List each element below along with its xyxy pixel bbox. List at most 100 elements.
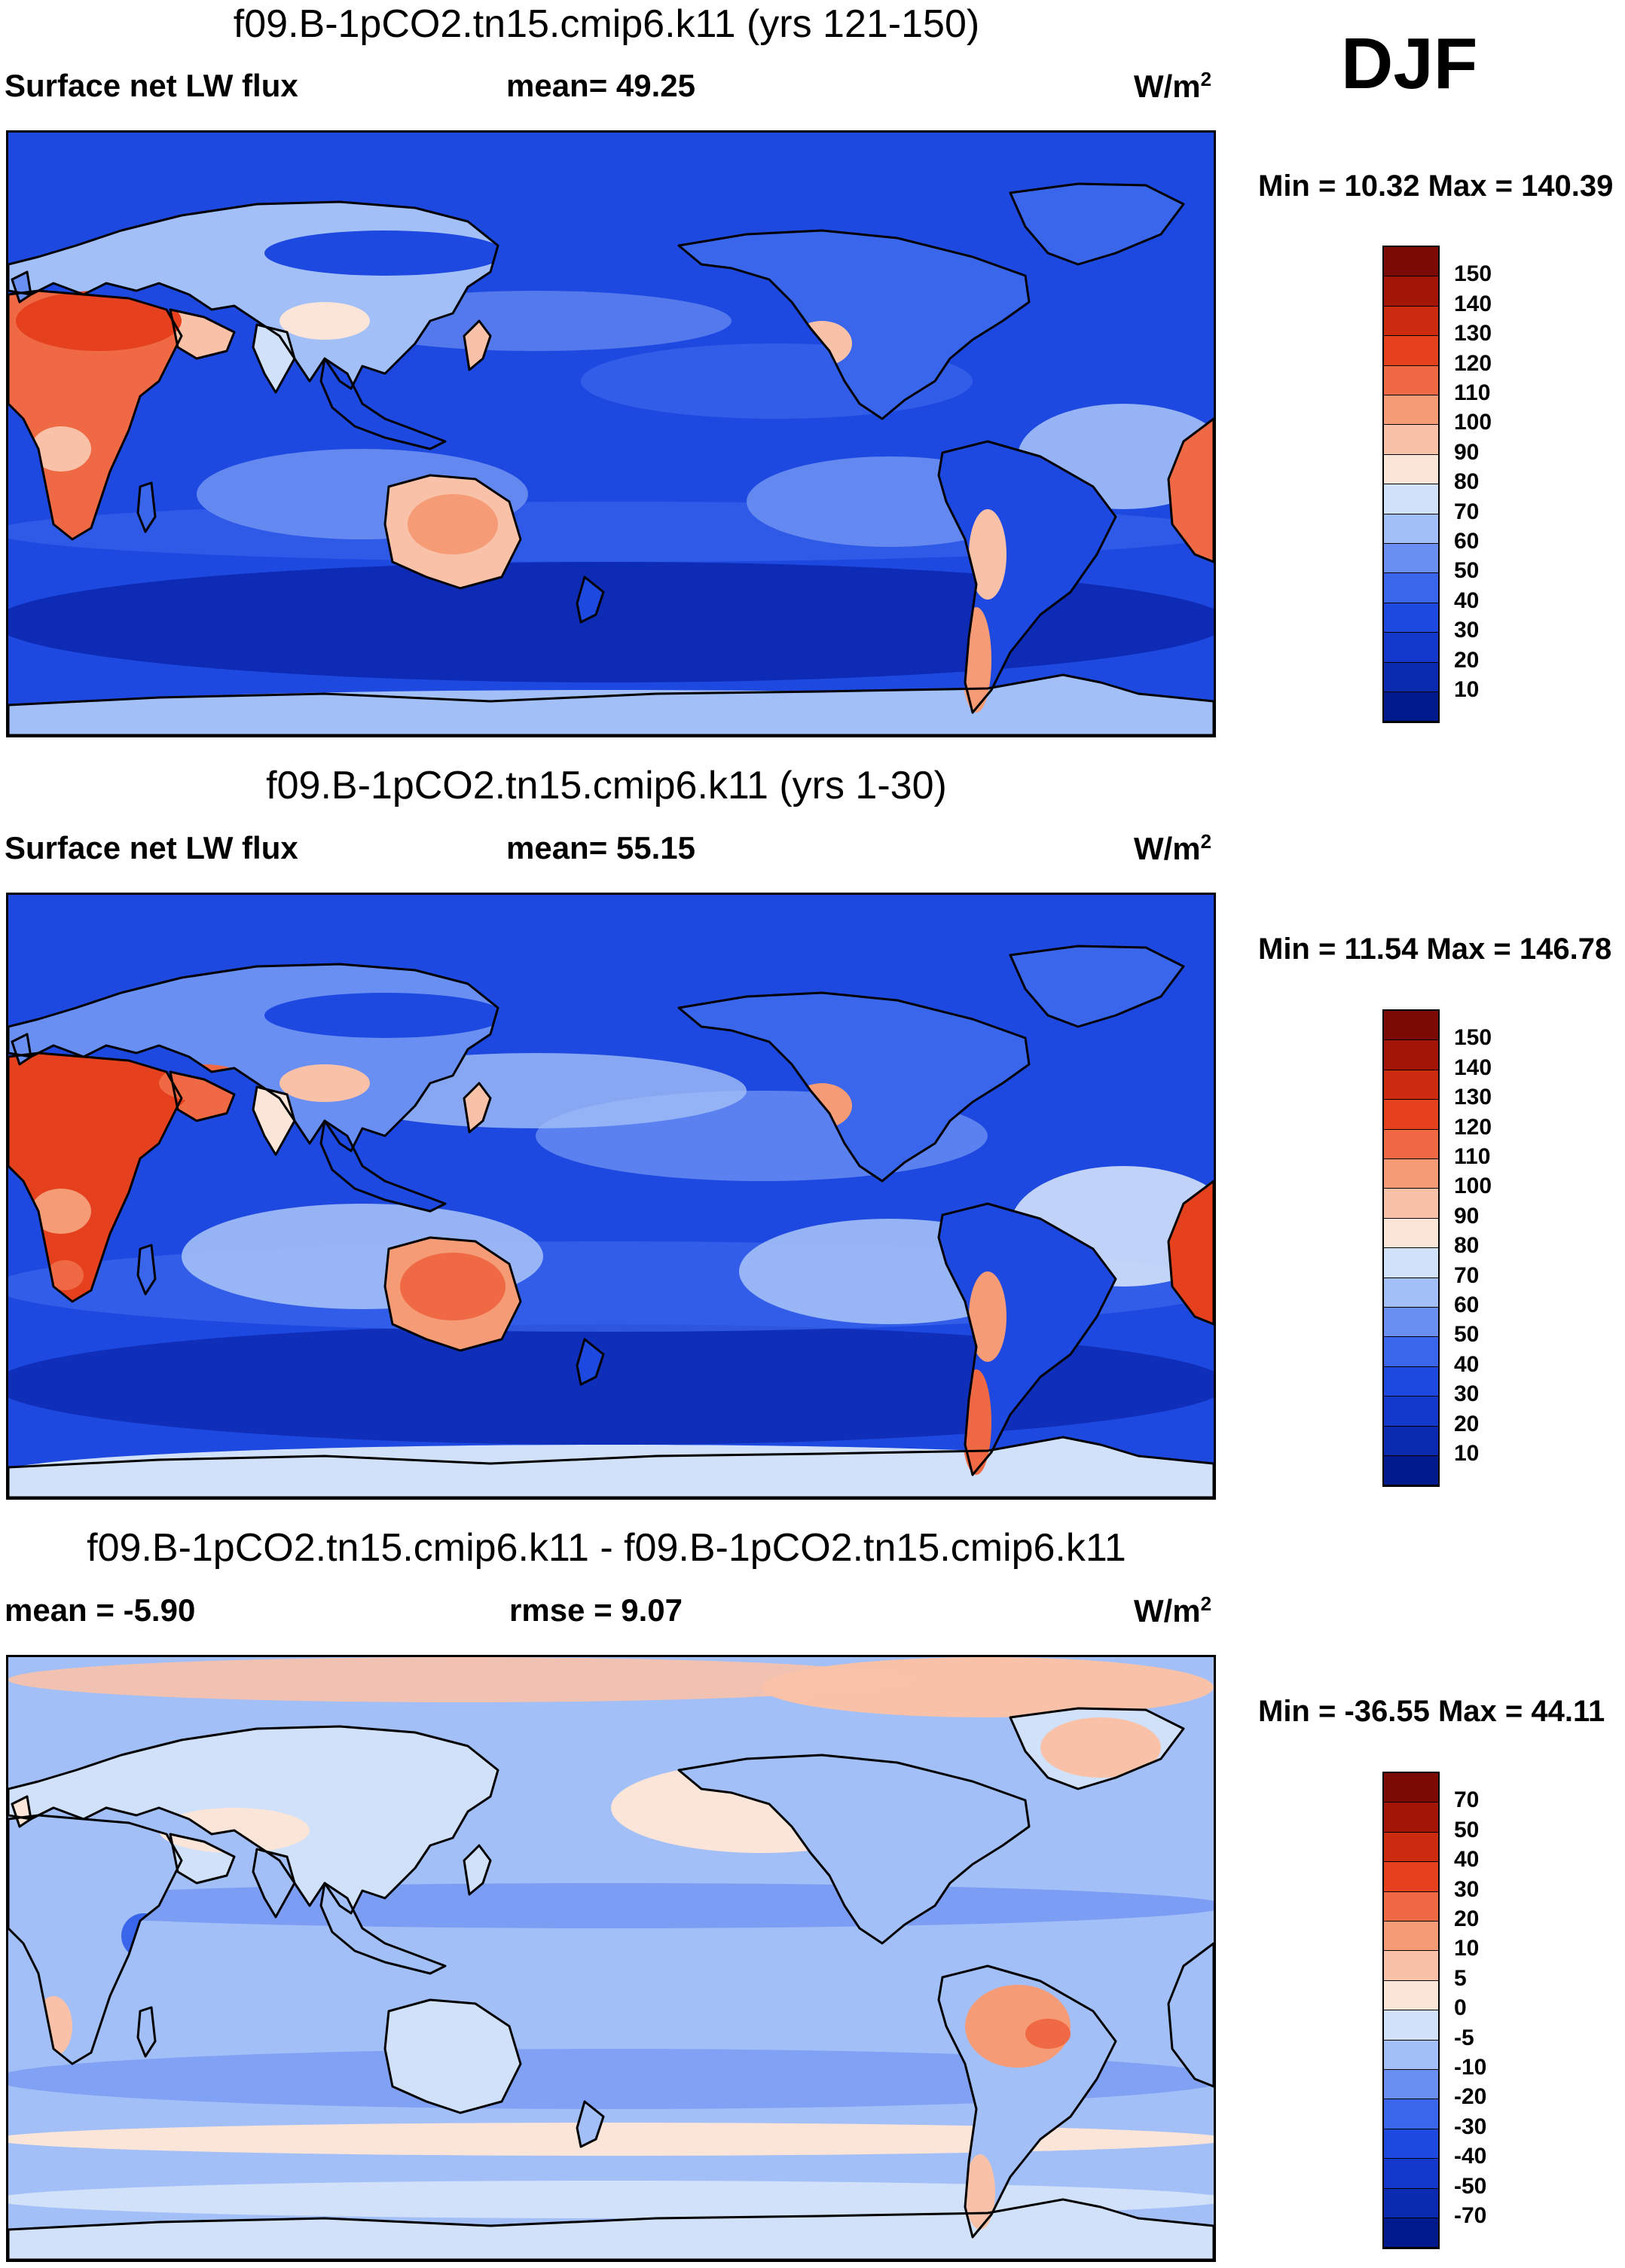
colorbar-swatch [1384, 276, 1438, 307]
colorbar-2 [1382, 1009, 1440, 1488]
land-japan [464, 1083, 490, 1132]
land-japan [464, 1845, 490, 1894]
colorbar-tick-label: 130 [1454, 321, 1492, 346]
land-contour [31, 426, 91, 472]
land-contour [46, 1260, 84, 1290]
panel-title: f09.B-1pCO2.tn15.cmip6.k11 (yrs 1-30) [266, 764, 947, 807]
colorbar-swatch [1384, 2099, 1438, 2129]
colorbar-swatch [1384, 1159, 1438, 1189]
colorbar-swatch [1384, 1802, 1438, 1833]
colorbar-tick-label: -30 [1454, 2114, 1487, 2139]
colorbar-swatch [1384, 1308, 1438, 1338]
colorbar-tick-label: 90 [1454, 1203, 1480, 1229]
colorbar-swatch [1384, 1891, 1438, 1922]
colorbar-swatch [1384, 2218, 1438, 2248]
colorbar-swatch [1384, 1980, 1438, 2011]
contour-field [8, 1324, 1214, 1445]
coastline [319, 1882, 447, 1975]
panel-rmse-label: rmse = 9.07 [509, 1592, 683, 1628]
colorbar-tick-label: 140 [1454, 1055, 1492, 1080]
colorbar-tick-label: 10 [1454, 1936, 1480, 1961]
coastline [576, 575, 605, 624]
colorbar-tick-label: -10 [1454, 2055, 1487, 2080]
colorbar-swatch [1384, 1189, 1438, 1219]
coastline [169, 1833, 236, 1885]
coastline [677, 991, 1031, 1183]
land-westafrica_right [1168, 1181, 1214, 1324]
coastline [169, 1070, 236, 1122]
colorbar-tick-label: 20 [1454, 647, 1480, 673]
coastline [252, 323, 296, 394]
colorbar-swatch [1384, 544, 1438, 574]
contour-field [8, 1657, 912, 1702]
land-contour [965, 2154, 995, 2230]
coastline [576, 2100, 605, 2148]
colorbar-tick-label: 40 [1454, 1847, 1480, 1873]
panel-title: f09.B-1pCO2.tn15.cmip6.k11 - f09.B-1pCO2… [87, 1526, 1126, 1570]
coastline [8, 1436, 1214, 1497]
units-label: W/m2 [1134, 830, 1212, 866]
map-panel-1 [6, 130, 1216, 737]
colorbar-tick-label: 150 [1454, 261, 1492, 287]
map-panel-3 [6, 1655, 1216, 2262]
units-label: W/m2 [1134, 68, 1212, 104]
land-contour [16, 291, 182, 351]
land-contour [31, 1189, 91, 1234]
colorbar-swatch [1384, 454, 1438, 485]
colorbar-tick-label: 50 [1454, 1322, 1480, 1348]
colorbar-tick-label: -70 [1454, 2203, 1487, 2228]
land-greenland [1010, 946, 1184, 1027]
colorbar-swatch [1384, 484, 1438, 514]
land-contour [279, 302, 370, 340]
land-contour [1025, 2019, 1071, 2049]
land-madagascar [138, 1245, 155, 1294]
colorbar-swatch [1384, 1337, 1438, 1367]
coastline [1009, 1707, 1185, 1790]
colorbar-tick-label: 80 [1454, 469, 1480, 495]
land-westafrica_right [1168, 1943, 1214, 2086]
map-panel-2 [6, 893, 1216, 1500]
colorbar-swatch [1384, 1456, 1438, 1486]
coastline [11, 1033, 32, 1066]
colorbar-tick-label: 40 [1454, 1351, 1480, 1377]
coastline [136, 481, 157, 533]
panel-left-label: Surface net LW flux [5, 68, 298, 103]
land-japan [464, 321, 490, 370]
coastline [11, 270, 32, 304]
coastline [136, 2006, 157, 2058]
panel-mean-label: mean = -5.90 [5, 1592, 196, 1628]
coastline [463, 1844, 492, 1896]
colorbar-tick-label: 90 [1454, 439, 1480, 465]
contour-field [8, 2049, 1214, 2109]
colorbar-tick-label: 70 [1454, 1787, 1480, 1813]
colorbar-swatch [1384, 1129, 1438, 1159]
colorbar-swatch [1384, 2188, 1438, 2218]
colorbar-tick-label: 100 [1454, 1174, 1492, 1199]
coastline [1167, 1942, 1214, 2088]
colorbar-3 [1382, 1772, 1440, 2250]
colorbar-tick-label: 60 [1454, 1293, 1480, 1317]
colorbar-swatch [1384, 425, 1438, 455]
coastline [252, 1085, 296, 1156]
colorbar-swatch [1384, 633, 1438, 663]
season-label: DJF [1341, 23, 1478, 104]
colorbar-tick-label: 140 [1454, 291, 1492, 316]
colorbar-swatch [1384, 1366, 1438, 1397]
colorbar-tick-label: 30 [1454, 1381, 1480, 1407]
units-label: W/m2 [1134, 1592, 1212, 1629]
colorbar-tick-label: 50 [1454, 1817, 1480, 1842]
colorbar-tick-label: 50 [1454, 558, 1480, 584]
colorbar-tick-label: 150 [1454, 1025, 1492, 1051]
coastline [8, 1814, 183, 2065]
colorbar-swatch [1384, 692, 1438, 722]
colorbar-swatch [1384, 1100, 1438, 1130]
colorbar-tick-label: 60 [1454, 529, 1480, 554]
contour-field [8, 1883, 1214, 1928]
land-contour [969, 1271, 1006, 1362]
land-greenland [1010, 184, 1184, 264]
colorbar-swatch [1384, 1040, 1438, 1070]
colorbar-tick-label: 5 [1454, 1965, 1467, 1991]
colorbar-tick-label: -5 [1454, 2025, 1474, 2050]
panel-mean-label: mean= 55.15 [506, 830, 696, 865]
colorbar-swatch [1384, 514, 1438, 544]
